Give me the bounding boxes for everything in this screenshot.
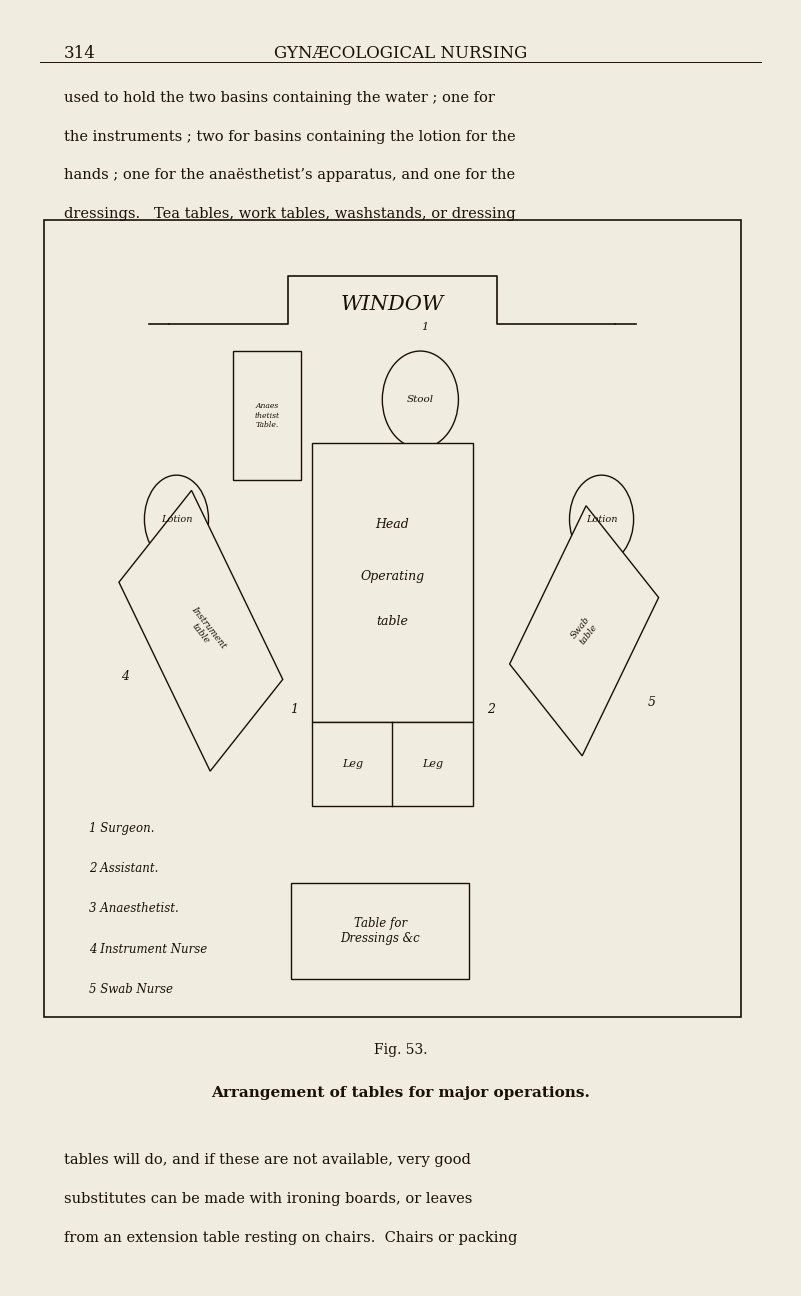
Text: GYNÆCOLOGICAL NURSING: GYNÆCOLOGICAL NURSING: [274, 45, 527, 62]
Text: 314: 314: [64, 45, 96, 62]
Text: 2 Assistant.: 2 Assistant.: [90, 862, 159, 875]
Text: 1: 1: [421, 321, 428, 332]
Text: Anaes
thetist
Table.: Anaes thetist Table.: [255, 402, 280, 429]
Text: Leg: Leg: [422, 759, 443, 770]
Text: Swab
table: Swab table: [569, 616, 599, 647]
Text: 3 Anaesthetist.: 3 Anaesthetist.: [90, 902, 179, 915]
Bar: [292, 884, 469, 978]
Text: Head: Head: [376, 518, 409, 531]
Ellipse shape: [144, 476, 208, 564]
Text: 5: 5: [648, 696, 656, 709]
Text: dressings.   Tea tables, work tables, washstands, or dressing: dressings. Tea tables, work tables, wash…: [64, 207, 516, 222]
Text: Fig. 53.: Fig. 53.: [374, 1043, 427, 1058]
Text: table: table: [376, 616, 409, 629]
Text: tables will do, and if these are not available, very good: tables will do, and if these are not ava…: [64, 1153, 471, 1168]
Text: 1 Surgeon.: 1 Surgeon.: [90, 822, 155, 835]
Text: 4 Instrument Nurse: 4 Instrument Nurse: [90, 942, 207, 955]
Text: from an extension table resting on chairs.  Chairs or packing: from an extension table resting on chair…: [64, 1231, 517, 1245]
Text: Arrangement of tables for major operations.: Arrangement of tables for major operatio…: [211, 1086, 590, 1100]
Text: 2: 2: [487, 702, 495, 715]
Ellipse shape: [570, 476, 634, 564]
Text: Operating: Operating: [360, 570, 425, 583]
Text: 1: 1: [290, 702, 298, 715]
Text: substitutes can be made with ironing boards, or leaves: substitutes can be made with ironing boa…: [64, 1192, 473, 1207]
Ellipse shape: [382, 351, 458, 448]
Text: the instruments ; two for basins containing the lotion for the: the instruments ; two for basins contain…: [64, 130, 516, 144]
Text: Lotion: Lotion: [161, 515, 192, 524]
Text: hands ; one for the anaësthetist’s apparatus, and one for the: hands ; one for the anaësthetist’s appar…: [64, 168, 515, 183]
Text: 4: 4: [121, 670, 129, 683]
Bar: [312, 443, 473, 722]
Text: Stool: Stool: [407, 395, 434, 404]
Text: WINDOW: WINDOW: [340, 294, 445, 314]
Text: Instrument
table: Instrument table: [182, 605, 228, 657]
Bar: [233, 351, 301, 481]
Bar: [44, 220, 741, 1017]
Polygon shape: [119, 490, 283, 771]
Text: 5 Swab Nurse: 5 Swab Nurse: [90, 982, 173, 995]
Polygon shape: [509, 505, 658, 756]
Text: used to hold the two basins containing the water ; one for: used to hold the two basins containing t…: [64, 91, 495, 105]
Bar: [312, 722, 473, 806]
Text: Leg: Leg: [342, 759, 363, 770]
Text: Lotion: Lotion: [586, 515, 618, 524]
Text: Table for
Dressings &c: Table for Dressings &c: [340, 918, 421, 945]
